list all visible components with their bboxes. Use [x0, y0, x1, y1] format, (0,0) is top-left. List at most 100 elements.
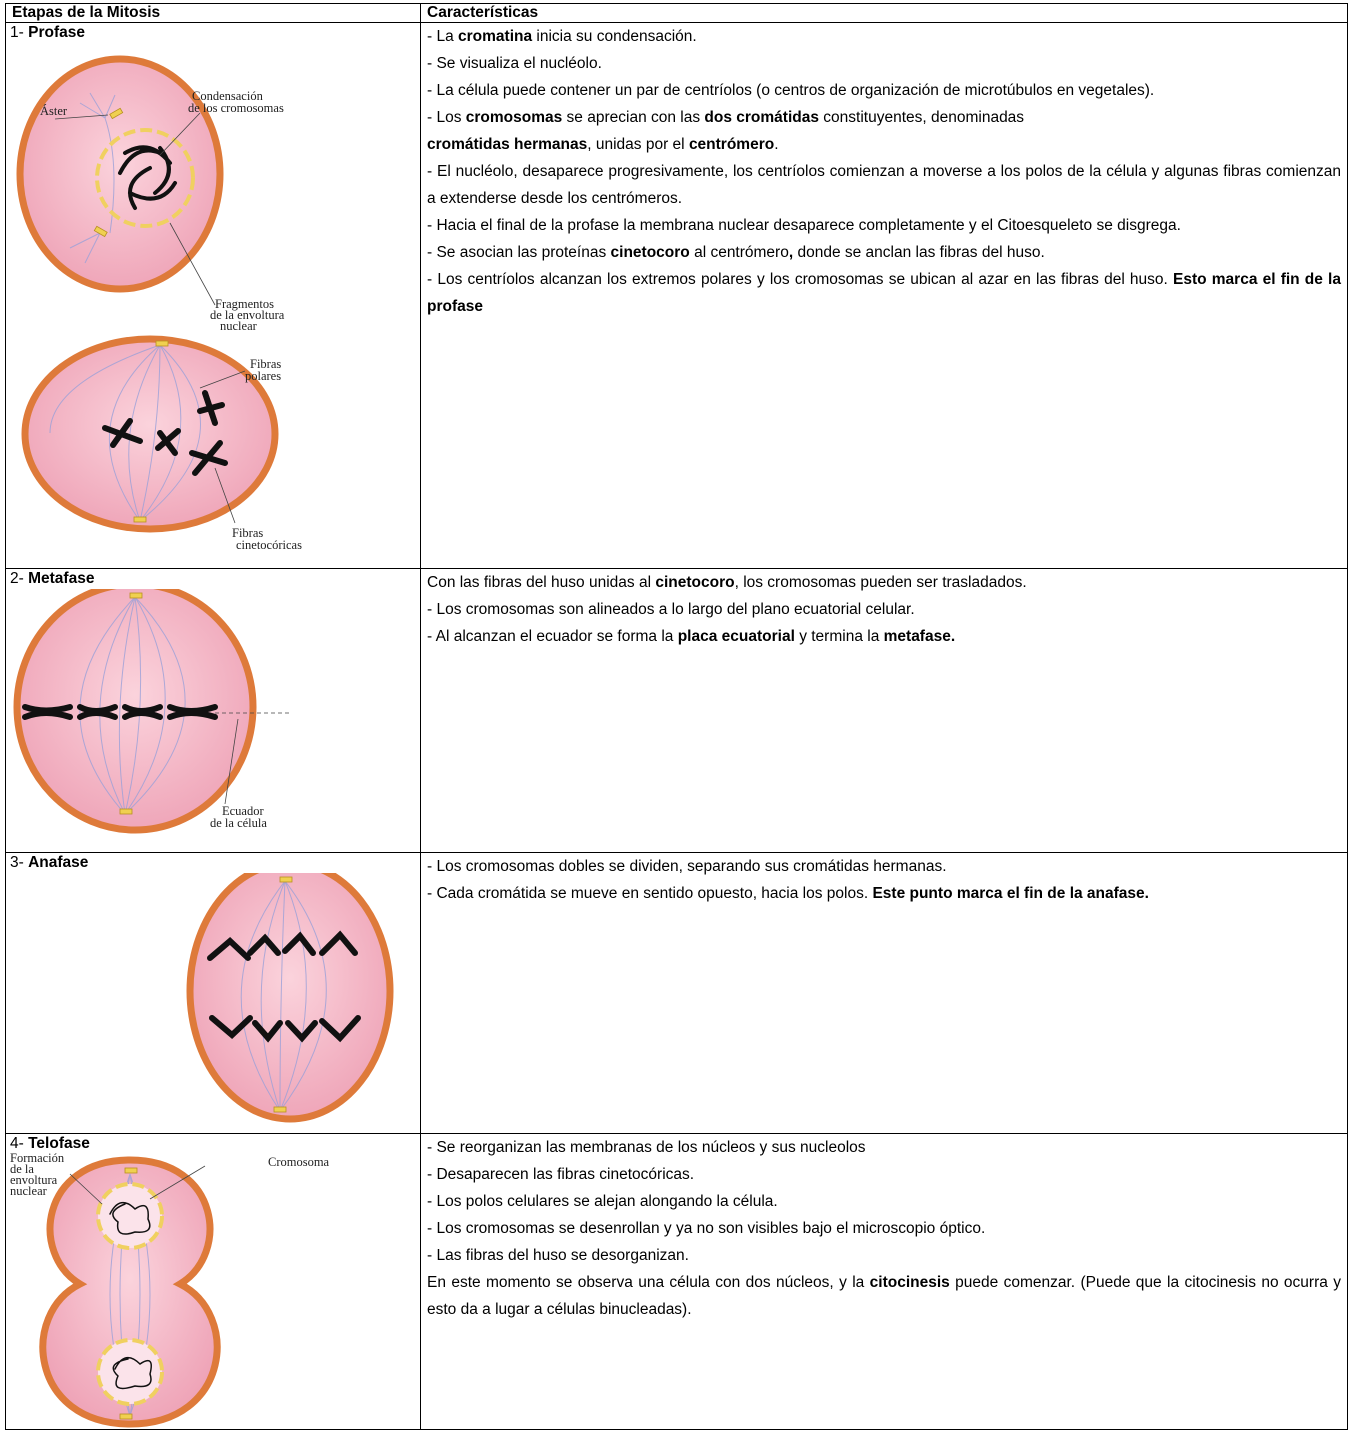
- stage-cell: 1- Profase Áster Condensación de los cro…: [5, 22, 421, 569]
- centriole: [155, 340, 169, 347]
- text: - Hacia el final de la profase la membra…: [427, 217, 1181, 234]
- nuclear-envelope: [96, 1182, 164, 1250]
- text: al centrómero: [689, 244, 789, 261]
- row: 2- Metafase Ecuador de la célula Con las…: [5, 568, 1348, 853]
- bold-text: cromatina: [458, 28, 533, 45]
- text: - La célula puede contener un par de cen…: [427, 82, 1155, 99]
- paragraph: - Los polos celulares se alejan alongand…: [427, 1188, 1341, 1215]
- text: donde se anclan las fibras del huso.: [793, 244, 1045, 261]
- chromosomes: [207, 930, 361, 1043]
- row: 1- Profase Áster Condensación de los cro…: [5, 22, 1348, 569]
- text: , los cromosomas pueden ser trasladados.: [734, 574, 1027, 591]
- paragraph: Con las fibras del huso unidas al cineto…: [427, 569, 1341, 596]
- description-cell: - Los cromosomas dobles se dividen, sepa…: [420, 852, 1348, 1134]
- centriole: [109, 107, 124, 120]
- bold-text: placa ecuatorial: [677, 628, 795, 645]
- text: - Al alcanzan el ecuador se forma la: [427, 628, 678, 645]
- text: - Los: [427, 109, 466, 126]
- figure-label: Ecuador: [222, 804, 264, 818]
- paragraph: - Cada cromátida se mueve en sentido opu…: [427, 880, 1341, 907]
- figure-label: Formación: [10, 1151, 65, 1165]
- figure-label: Fibras: [250, 357, 281, 371]
- stage-title: 2- Metafase: [10, 570, 420, 590]
- bold-text: cinetocoro: [655, 574, 735, 591]
- text: - Las fibras del huso se desorganizan.: [427, 1247, 689, 1264]
- leader-lines: [54, 112, 216, 306]
- paragraph: - El nucléolo, desaparece progresivament…: [427, 158, 1341, 212]
- text: , unidas por el: [587, 136, 689, 153]
- paragraph: - Desaparecen las fibras cinetocóricas.: [427, 1161, 1341, 1188]
- stage-title: 3- Anafase: [10, 854, 420, 874]
- centriole: [129, 592, 143, 599]
- text: y termina la: [794, 628, 884, 645]
- chromosomes: [22, 704, 218, 720]
- text: - Se asocian las proteínas: [427, 244, 611, 261]
- description: - Se reorganizan las membranas de los nú…: [427, 1134, 1341, 1323]
- stage-number: 2-: [10, 570, 24, 587]
- bold-text: cromosomas: [465, 109, 563, 126]
- figure-label: Fragmentos: [215, 297, 274, 311]
- centriole: [124, 1167, 138, 1174]
- text: - Los cromosomas dobles se dividen, sepa…: [427, 858, 947, 875]
- centriole: [93, 225, 108, 238]
- description: Con las fibras del huso unidas al cineto…: [427, 569, 1341, 650]
- stage-title: 4- Telofase: [10, 1135, 420, 1155]
- centriole: [119, 808, 133, 815]
- text: - Cada cromátida se mueve en sentido opu…: [427, 885, 873, 902]
- figure-label: cinetocóricas: [236, 538, 302, 552]
- stage-name: Profase: [28, 24, 85, 41]
- paragraph: - La cromatina inicia su condensación.: [427, 23, 1341, 50]
- figure-label: Cromosoma: [268, 1155, 330, 1169]
- description-cell: Con las fibras del huso unidas al cineto…: [420, 568, 1348, 853]
- bold-text: dos cromátidas: [704, 109, 819, 126]
- text: inicia su condensación.: [532, 28, 697, 45]
- text: puede comenzar. (Puede que la citocinesi…: [427, 1274, 1341, 1318]
- leader-lines: [69, 1165, 206, 1205]
- chromosomes: [102, 390, 228, 476]
- stage-name: Anafase: [28, 854, 89, 871]
- text: En este momento se observa una célula co…: [427, 1274, 870, 1291]
- paragraph: - Las fibras del huso se desorganizan.: [427, 1242, 1341, 1269]
- text: - Los polos celulares se alejan alongand…: [427, 1193, 778, 1210]
- fibers: [69, 92, 116, 264]
- figure-label: nuclear: [220, 319, 258, 333]
- row: 3- Anafase - Los cromosomas dobles se di…: [5, 852, 1348, 1134]
- paragraph: - Se visualiza el nucléolo.: [427, 50, 1341, 77]
- mitosis-table: Etapas de la Mitosis Características 1- …: [5, 3, 1348, 1430]
- paragraph: - Los centríolos alcanzan los extremos p…: [427, 266, 1341, 320]
- cell: [21, 335, 279, 533]
- nuclear-envelope: [96, 1338, 164, 1406]
- bold-text: centrómero: [688, 136, 775, 153]
- text: .: [774, 136, 779, 153]
- figure-label: de la envoltura: [210, 308, 285, 322]
- paragraph: - Al alcanzan el ecuador se forma la pla…: [427, 623, 1341, 650]
- telofase-figure: Formación de la envoltura nuclear Cromos…: [10, 1151, 330, 1428]
- metafase-figure: Ecuador de la célula: [13, 580, 290, 834]
- header-cell: Características: [420, 3, 1348, 23]
- leader-lines: [224, 718, 239, 805]
- figure-label: Fibras: [232, 526, 263, 540]
- text: se aprecian con las: [562, 109, 705, 126]
- bold-text: Este punto marca el fin de la anafase.: [872, 885, 1149, 902]
- bold-text: metafase.: [883, 628, 956, 645]
- stage-number: 1-: [10, 24, 24, 41]
- paragraph: - Los cromosomas dobles se dividen, sepa…: [427, 853, 1341, 880]
- stage-name: Telofase: [28, 1135, 90, 1152]
- centriole: [273, 1106, 287, 1113]
- text: - Los cromosomas se desenrollan y ya no …: [427, 1220, 986, 1237]
- figure-label: de la: [10, 1162, 34, 1176]
- chromosomes: [109, 1201, 152, 1390]
- stage-name: Metafase: [28, 570, 95, 587]
- bold-text: ,: [788, 244, 794, 261]
- header-row: Etapas de la Mitosis Características: [5, 3, 1348, 23]
- centriole: [279, 876, 293, 883]
- paragraph: - Los cromosomas se aprecian con las dos…: [427, 104, 1341, 131]
- paragraph: - Se asocian las proteínas cinetocoro al…: [427, 239, 1341, 266]
- stage-cell: 2- Metafase Ecuador de la célula: [5, 568, 421, 853]
- text: - Los cromosomas son alineados a lo larg…: [427, 601, 915, 618]
- paragraph: En este momento se observa una célula co…: [427, 1269, 1341, 1323]
- text: - Se visualiza el nucléolo.: [427, 55, 602, 72]
- stage-number: 3-: [10, 854, 24, 871]
- stage-cell: 4- Telofase Formación de la envoltura nu…: [5, 1133, 421, 1430]
